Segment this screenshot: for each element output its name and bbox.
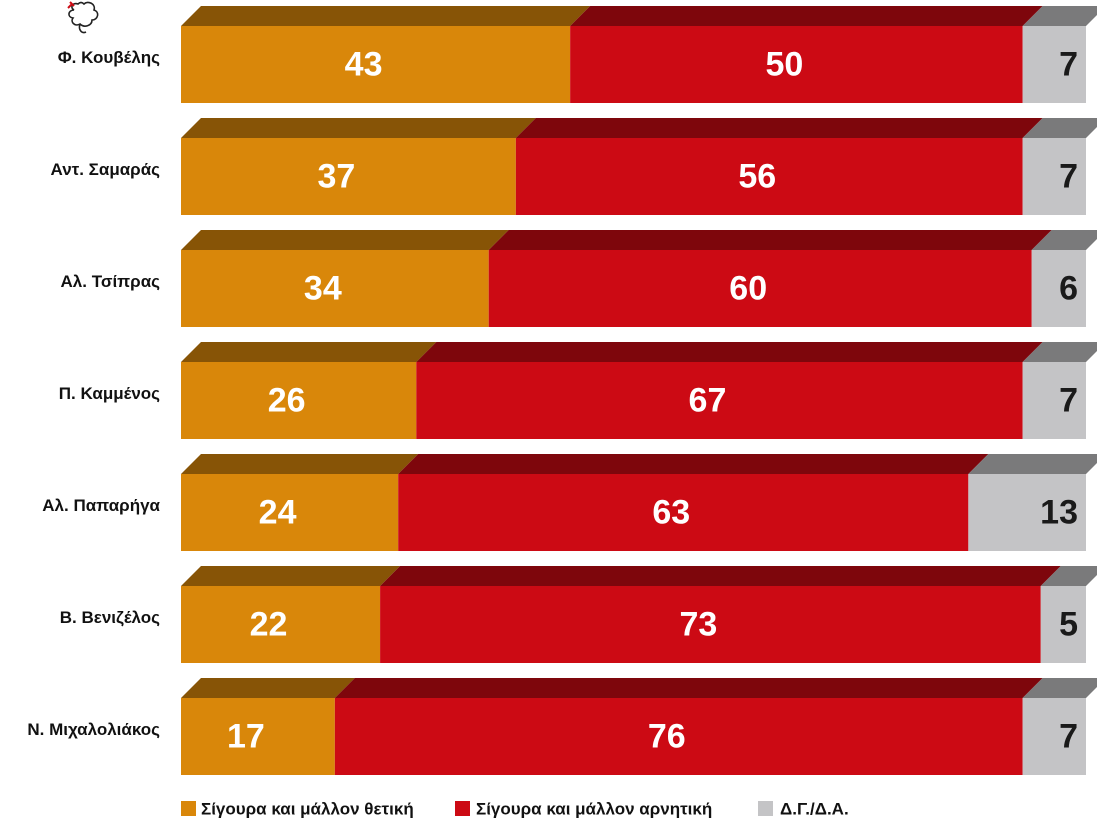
category-label: Ν. Μιχαλολιάκος xyxy=(27,720,160,739)
legend: Σίγουρα και μάλλον θετική Σίγουρα και μάλ… xyxy=(181,799,849,818)
bar-row: Β. Βενιζέλος 22 73 5 xyxy=(60,566,1097,663)
data-label: 43 xyxy=(345,45,383,83)
legend-item: Σίγουρα και μάλλον θετική xyxy=(181,799,414,818)
data-label: 7 xyxy=(1059,717,1078,755)
positive-segment-top xyxy=(181,342,437,362)
dk-na-segment-top xyxy=(968,454,1097,474)
negative-segment xyxy=(570,26,1023,103)
dk-na-segment-top xyxy=(1022,118,1097,138)
positive-segment xyxy=(181,474,399,551)
data-label: 67 xyxy=(689,381,727,419)
dk-na-segment-top xyxy=(1040,566,1097,586)
category-label: Β. Βενιζέλος xyxy=(60,608,160,627)
data-label: 50 xyxy=(765,45,803,83)
bar-row: Αλ. Παπαρήγα 24 63 13 xyxy=(42,454,1097,551)
positive-segment-top xyxy=(181,118,536,138)
bar-row: Π. Καμμένος 26 67 7 xyxy=(59,342,1097,439)
dk-na-segment-top xyxy=(1022,342,1097,362)
category-label: Αλ. Παπαρήγα xyxy=(42,496,160,515)
negative-segment xyxy=(515,138,1023,215)
data-label: 13 xyxy=(1040,493,1078,531)
bar-row: Φ. Κουβέλης 43 50 7 xyxy=(58,6,1097,103)
positive-segment xyxy=(181,138,516,215)
dk-na-segment-top xyxy=(1022,6,1097,26)
dk-na-segment xyxy=(1022,26,1086,103)
positive-segment xyxy=(181,362,417,439)
logo-icon xyxy=(67,1,99,34)
dk-na-segment-top xyxy=(1031,230,1097,250)
negative-segment-top xyxy=(570,6,1043,26)
bar-row: Αντ. Σαμαράς 37 56 7 xyxy=(51,118,1097,215)
negative-segment-top xyxy=(515,118,1043,138)
data-label: 37 xyxy=(318,157,356,195)
data-label: 7 xyxy=(1059,381,1078,419)
dk-na-segment xyxy=(1031,250,1086,327)
bar-row: Ν. Μιχαλολιάκος 17 76 7 xyxy=(27,678,1097,775)
positive-segment-top xyxy=(181,230,509,250)
negative-segment-top xyxy=(334,678,1043,698)
legend-swatch xyxy=(181,801,196,816)
legend-label: Σίγουρα και μάλλον αρνητική xyxy=(476,799,712,818)
negative-segment-top xyxy=(398,454,989,474)
data-label: 7 xyxy=(1059,45,1078,83)
data-label: 26 xyxy=(268,381,306,419)
negative-segment xyxy=(334,698,1023,775)
legend-item: Σίγουρα και μάλλον αρνητική xyxy=(455,799,712,818)
legend-item: Δ.Γ./Δ.Α. xyxy=(758,799,849,818)
positive-segment xyxy=(181,26,571,103)
positive-segment xyxy=(181,698,335,775)
data-label: 76 xyxy=(648,717,686,755)
positive-segment xyxy=(181,586,381,663)
data-label: 34 xyxy=(304,269,342,307)
category-label: Φ. Κουβέλης xyxy=(58,48,160,67)
negative-segment xyxy=(488,250,1032,327)
dk-na-segment xyxy=(1022,138,1086,215)
positive-segment-top xyxy=(181,6,591,26)
positive-segment xyxy=(181,250,489,327)
positive-segment-top xyxy=(181,678,355,698)
positive-segment-top xyxy=(181,566,401,586)
data-label: 22 xyxy=(250,605,288,643)
dk-na-segment xyxy=(1022,362,1086,439)
data-label: 17 xyxy=(227,717,265,755)
legend-label: Δ.Γ./Δ.Α. xyxy=(780,799,849,818)
data-label: 6 xyxy=(1059,269,1078,307)
dk-na-segment xyxy=(1040,586,1086,663)
category-label: Αλ. Τσίπρας xyxy=(61,272,161,291)
data-label: 24 xyxy=(259,493,297,531)
legend-label: Σίγουρα και μάλλον θετική xyxy=(201,799,414,818)
category-label: Π. Καμμένος xyxy=(59,384,160,403)
data-label: 7 xyxy=(1059,157,1078,195)
dk-na-segment xyxy=(1022,698,1086,775)
negative-segment-top xyxy=(416,342,1043,362)
dk-na-segment xyxy=(968,474,1086,551)
negative-segment xyxy=(416,362,1023,439)
category-label: Αντ. Σαμαράς xyxy=(51,160,161,179)
data-label: 63 xyxy=(652,493,690,531)
data-label: 56 xyxy=(738,157,776,195)
data-label: 60 xyxy=(729,269,767,307)
bar-row: Αλ. Τσίπρας 34 60 6 xyxy=(61,230,1097,327)
negative-segment-top xyxy=(488,230,1052,250)
dk-na-segment-top xyxy=(1022,678,1097,698)
negative-segment xyxy=(380,586,1041,663)
data-label: 73 xyxy=(680,605,718,643)
legend-swatch xyxy=(758,801,773,816)
legend-swatch xyxy=(455,801,470,816)
negative-segment-top xyxy=(380,566,1061,586)
positive-segment-top xyxy=(181,454,419,474)
negative-segment xyxy=(398,474,969,551)
data-label: 5 xyxy=(1059,605,1078,643)
